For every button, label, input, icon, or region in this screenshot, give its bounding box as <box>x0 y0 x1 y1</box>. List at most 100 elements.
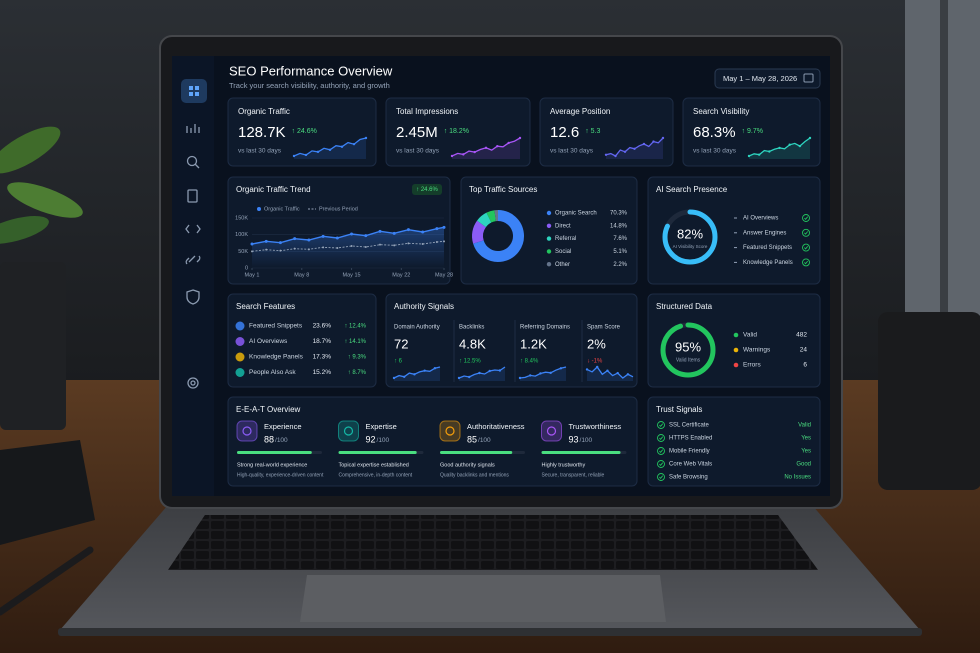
bar <box>237 451 312 454</box>
card-title: Structured Data <box>656 302 713 311</box>
status-name: Warnings <box>743 347 771 354</box>
trend-point <box>251 250 253 253</box>
legend-dot <box>546 236 552 241</box>
kpi-value: 128.7K <box>238 124 286 141</box>
eeat-icon-glyph <box>242 426 252 436</box>
label: Total Impressions <box>396 107 458 116</box>
spark-dot <box>559 367 563 370</box>
spark-line <box>393 366 441 379</box>
spark-dot <box>496 144 499 148</box>
check-icon <box>657 473 665 481</box>
check-icon <box>657 434 665 442</box>
trend-point <box>278 241 282 245</box>
spark-dot <box>392 376 396 380</box>
card <box>227 97 377 167</box>
check-mark <box>804 216 809 220</box>
nav-active[interactable] <box>181 79 207 103</box>
trust-name: Safe Browsing <box>669 475 708 481</box>
trend-point <box>350 245 353 247</box>
bar <box>541 451 621 454</box>
spark-dot <box>423 369 426 372</box>
trend-point <box>392 231 396 235</box>
list-item: AI Overviews <box>743 216 778 222</box>
spark-dot <box>328 148 332 152</box>
leaf <box>0 216 49 244</box>
trust-status: Yes <box>801 436 811 442</box>
nav-icons[interactable] <box>185 124 201 389</box>
eeat-max: /100 <box>580 437 593 444</box>
spark-dot <box>626 373 630 376</box>
spark-dot <box>623 150 627 153</box>
feature-name: Featured Snippets <box>249 323 303 330</box>
list-item: Knowledge Panels <box>743 260 793 266</box>
date-range[interactable]: May 1 – May 28, 2026 <box>723 74 797 83</box>
trend-point <box>435 227 439 231</box>
trust-name: HTTPS Enabled <box>669 436 712 442</box>
spark-area <box>520 367 566 381</box>
metric-change: ↓ -1% <box>587 359 603 365</box>
calendar-icon[interactable] <box>803 73 814 83</box>
spark-dot <box>596 365 599 369</box>
eeat-sub: Secure, transparent, reliable <box>542 472 605 478</box>
label: Organic Traffic <box>238 107 290 116</box>
card <box>539 97 674 167</box>
feature-icon <box>235 352 245 362</box>
spark-dot <box>498 369 502 372</box>
badge-text: ↑ 24.6% <box>416 187 438 193</box>
metric-label: Backlinks <box>459 325 484 331</box>
sidebar <box>172 56 214 496</box>
spark-dot <box>604 153 608 156</box>
status-count: 482 <box>796 332 807 339</box>
card <box>385 293 638 388</box>
metric-value: 72 <box>394 336 408 351</box>
spark-dot <box>768 150 771 153</box>
trust-status: Valid <box>798 423 811 429</box>
trust-name: Core Web Vitals <box>669 462 712 468</box>
check-mark <box>804 260 809 265</box>
kpi-value: 68.3% <box>693 124 736 141</box>
card <box>647 176 821 285</box>
spark-dot <box>462 153 465 156</box>
legend-label: Organic Traffic <box>264 206 300 212</box>
spark-dot <box>488 369 491 373</box>
laptop-lip <box>58 628 922 636</box>
legend-label: Social <box>555 249 571 255</box>
spark-dot <box>364 136 368 140</box>
nav-dashboard-icon[interactable] <box>189 86 199 96</box>
legend-dot <box>546 210 552 216</box>
plant-pot <box>0 262 66 430</box>
spark-dot <box>606 369 609 372</box>
spark-dot <box>661 136 665 140</box>
check-mark <box>804 231 809 235</box>
badge <box>412 184 442 195</box>
legend-label: Previous Period <box>319 206 358 212</box>
check-mark <box>804 246 809 250</box>
date-picker[interactable] <box>714 68 821 89</box>
trend-point <box>364 234 368 238</box>
metric-label: Referring Domains <box>520 325 570 331</box>
trust-name: Mobile Friendly <box>669 449 710 455</box>
bar <box>338 451 417 454</box>
spark-dot <box>468 375 471 379</box>
metric-label: Spam Score <box>587 325 621 331</box>
donut-segment <box>472 220 487 244</box>
x-tick-label: May 8 <box>294 272 309 278</box>
gauge-arc <box>662 209 718 265</box>
spark-dot <box>316 150 320 154</box>
check-mark <box>659 423 664 427</box>
check-mark <box>659 475 664 479</box>
trend-point <box>250 242 254 246</box>
trust-status: No Issues <box>784 475 811 481</box>
trend-point <box>335 236 339 240</box>
spark-dot <box>529 374 532 377</box>
trend-point <box>265 248 268 251</box>
card-title: Trust Signals <box>656 405 702 414</box>
spark-dot <box>507 141 510 145</box>
donut-segment <box>473 210 524 262</box>
kpi-change: ↑ 18.2% <box>444 128 469 135</box>
feature-name: Knowledge Panels <box>249 354 304 361</box>
eeat-name: Trustworthiness <box>569 422 622 431</box>
gauge-caption: AI Visibility Score <box>673 244 708 249</box>
trend-point <box>421 243 424 245</box>
